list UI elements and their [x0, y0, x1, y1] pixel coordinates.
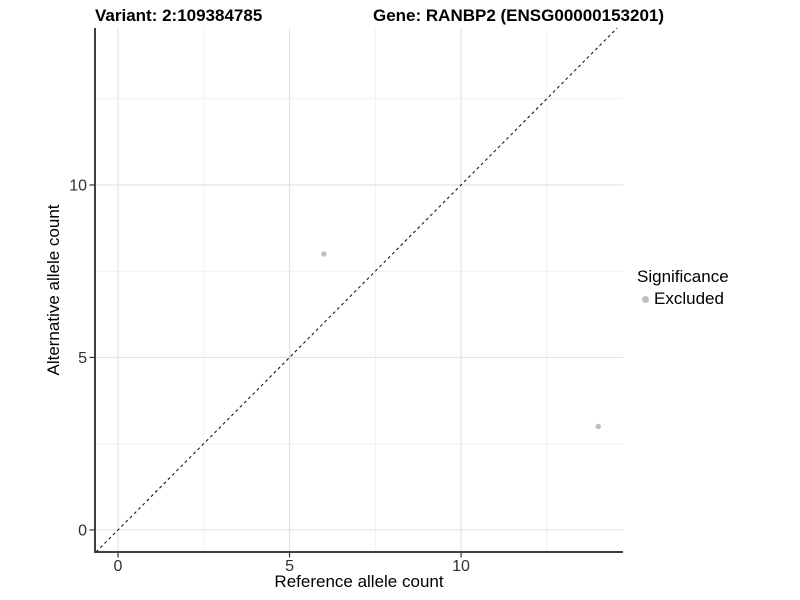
svg-text:5: 5	[285, 558, 294, 575]
legend-item-excluded: Excluded	[637, 289, 729, 309]
legend-title: Significance	[637, 267, 729, 286]
x-axis-label: Reference allele count	[274, 572, 444, 591]
plot-title-gene: Gene: RANBP2 (ENSG00000153201)	[373, 6, 665, 25]
svg-text:10: 10	[69, 177, 87, 194]
svg-text:0: 0	[114, 558, 123, 575]
legend-item-label: Excluded	[654, 289, 724, 308]
legend-point-icon	[642, 295, 649, 303]
y-axis-label: Alternative allele count	[44, 204, 63, 376]
svg-text:10: 10	[452, 558, 470, 575]
plot-title-variant: Variant: 2:109384785	[95, 6, 263, 25]
legend: Significance Excluded	[637, 267, 729, 309]
svg-text:5: 5	[78, 350, 87, 367]
svg-text:0: 0	[78, 522, 87, 539]
